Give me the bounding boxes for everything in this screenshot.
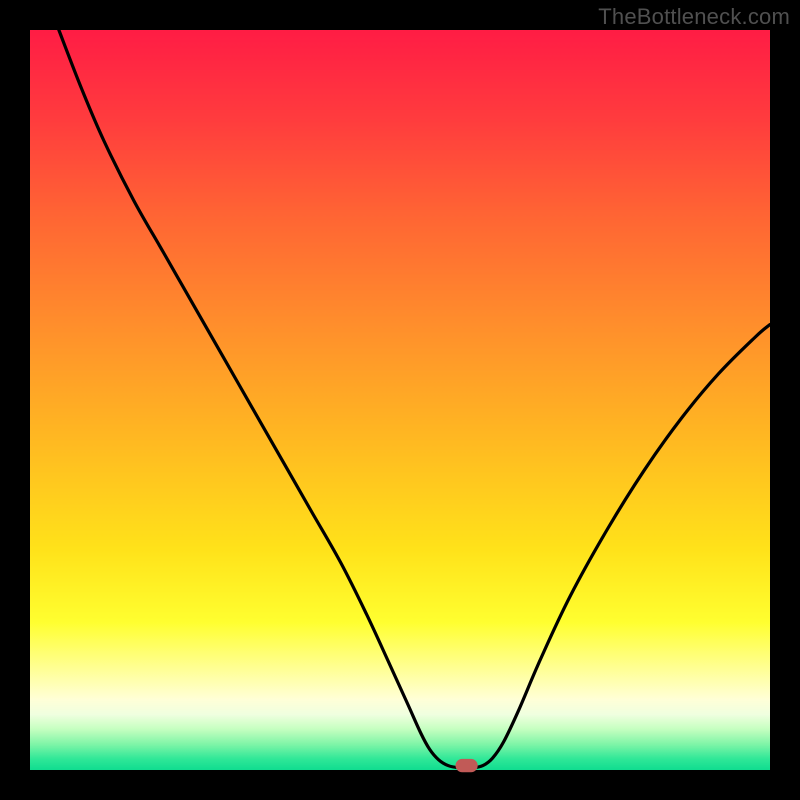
nadir-marker [456,759,478,772]
watermark-text: TheBottleneck.com [598,4,790,30]
curve-overlay [30,30,770,770]
plot-area [30,30,770,770]
chart-stage: TheBottleneck.com [0,0,800,800]
bottleneck-curve [59,30,770,768]
